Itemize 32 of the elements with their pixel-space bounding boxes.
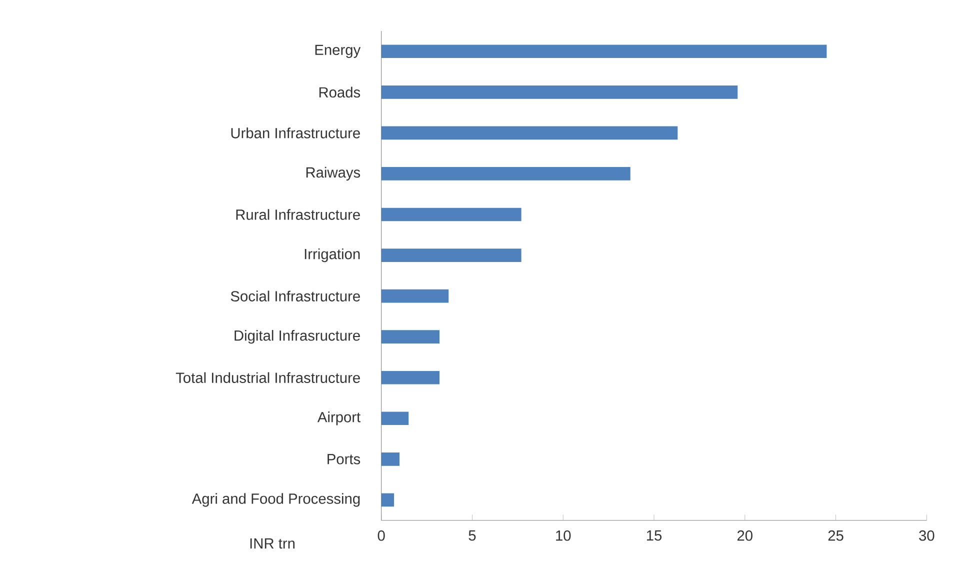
bar <box>381 126 678 140</box>
y-tick-label: Digital Infrasructure <box>234 330 360 344</box>
y-tick-label: Rural Infrastructure <box>236 209 360 220</box>
bar <box>381 208 522 222</box>
y-tick-label: Roads <box>319 86 360 98</box>
x-tick-label: 25 <box>828 530 844 541</box>
y-tick-label: Agri and Food Processing <box>192 493 360 507</box>
x-tick-label: 10 <box>556 530 571 541</box>
y-tick-label: Urban Infrastructure <box>231 128 360 138</box>
x-tick-label: 0 <box>378 530 385 541</box>
bar <box>381 248 522 262</box>
bar <box>381 493 394 507</box>
y-tick-label: Energy <box>315 44 361 58</box>
y-tick-label: Raiways <box>306 166 360 181</box>
bar <box>381 370 440 384</box>
bar <box>381 330 440 344</box>
y-tick-label: Irrigation <box>304 248 360 262</box>
bar <box>381 289 449 303</box>
bar <box>381 412 409 426</box>
bar <box>381 167 630 180</box>
x-axis-title: INR trn <box>250 538 295 549</box>
bar <box>381 44 827 58</box>
bar <box>381 452 400 466</box>
y-tick-label: Airport <box>317 412 361 426</box>
y-tick-label: Total Industrial Infrastructure <box>176 372 360 383</box>
y-tick-label: Ports <box>328 454 360 464</box>
bar <box>381 85 738 99</box>
x-tick-label: 20 <box>737 530 752 541</box>
x-tick-label: 15 <box>646 530 662 541</box>
x-tick-label: 30 <box>919 530 934 541</box>
x-tick-label: 5 <box>468 530 476 541</box>
y-tick-label: Social Infrastructure <box>230 290 360 302</box>
